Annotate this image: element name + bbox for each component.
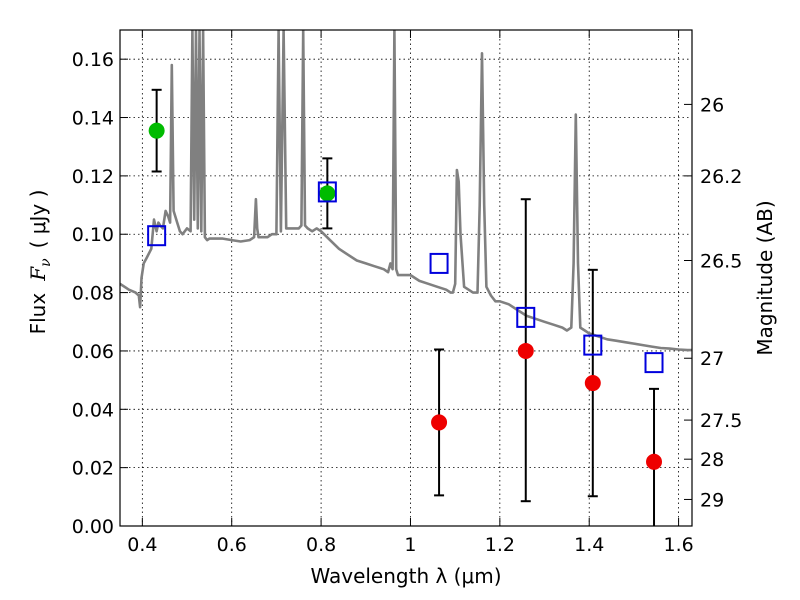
right-tick-label: 26.2 [700, 166, 742, 188]
right-tick-label: 27.5 [700, 410, 742, 432]
y-tick-label: 0.00 [72, 516, 114, 538]
x-tick-label: 1.6 [663, 534, 693, 556]
y-axis-label: Flux Fν ( μJy ) [26, 190, 54, 335]
non-detections-point [646, 453, 663, 470]
right-tick-label: 26.5 [700, 250, 742, 272]
x-tick-label: 0.4 [127, 534, 157, 556]
plot-frame [119, 29, 693, 527]
y-axis-label-symbol: F [26, 266, 50, 282]
detections-point [319, 185, 336, 202]
x-tick-label: 0.8 [306, 534, 336, 556]
y-tick-label: 0.04 [72, 399, 114, 421]
y-tick-label: 0.02 [72, 458, 114, 480]
detections-point [148, 122, 165, 139]
model-photometry-square [429, 252, 449, 274]
y-tick-label: 0.14 [72, 108, 114, 130]
x-tick-label: 0.6 [217, 534, 247, 556]
x-tick-label: 1 [404, 534, 416, 556]
model-photometry-square [317, 181, 337, 203]
y-axis-label-prefix: Flux [26, 293, 50, 335]
non-detections-point [517, 342, 534, 359]
non-detections-point [431, 414, 448, 431]
model-photometry-square [147, 225, 167, 247]
data-markers [147, 122, 664, 470]
non-detections-point [584, 375, 601, 392]
model-photometry-square [583, 334, 603, 356]
x-axis-label: Wavelength λ (μm) [310, 564, 501, 588]
y-tick-label: 0.16 [72, 49, 114, 71]
y-tick-label: 0.08 [72, 283, 114, 305]
y-axis-label-subscript: ν [38, 258, 54, 267]
y-axis-ticks: 0.00 0.02 0.04 0.06 0.08 0.10 0.12 0.14 0.16 [72, 49, 128, 538]
y-tick-label: 0.12 [72, 166, 114, 188]
y-axis-label-unit: ( μJy ) [26, 190, 50, 249]
model-spectrum-line [120, 30, 692, 352]
right-axis-ticks: 26 26.2 26.5 27 27.5 28 29 [684, 94, 742, 511]
right-tick-label: 27 [700, 348, 724, 370]
x-tick-label: 1.4 [574, 534, 604, 556]
right-axis-label: Magnitude (AB) [753, 200, 777, 355]
model-photometry-square [516, 306, 536, 328]
right-tick-label: 29 [700, 489, 724, 511]
x-axis-ticks: 0.4 0.6 0.8 1 1.2 1.4 1.6 [127, 30, 694, 556]
y-tick-label: 0.06 [72, 341, 114, 363]
plot-background [120, 30, 692, 526]
y-tick-label: 0.10 [72, 224, 114, 246]
model-photometry-square [644, 352, 664, 374]
right-tick-label: 28 [700, 449, 724, 471]
right-tick-label: 26 [700, 94, 724, 116]
x-tick-label: 1.2 [485, 534, 515, 556]
